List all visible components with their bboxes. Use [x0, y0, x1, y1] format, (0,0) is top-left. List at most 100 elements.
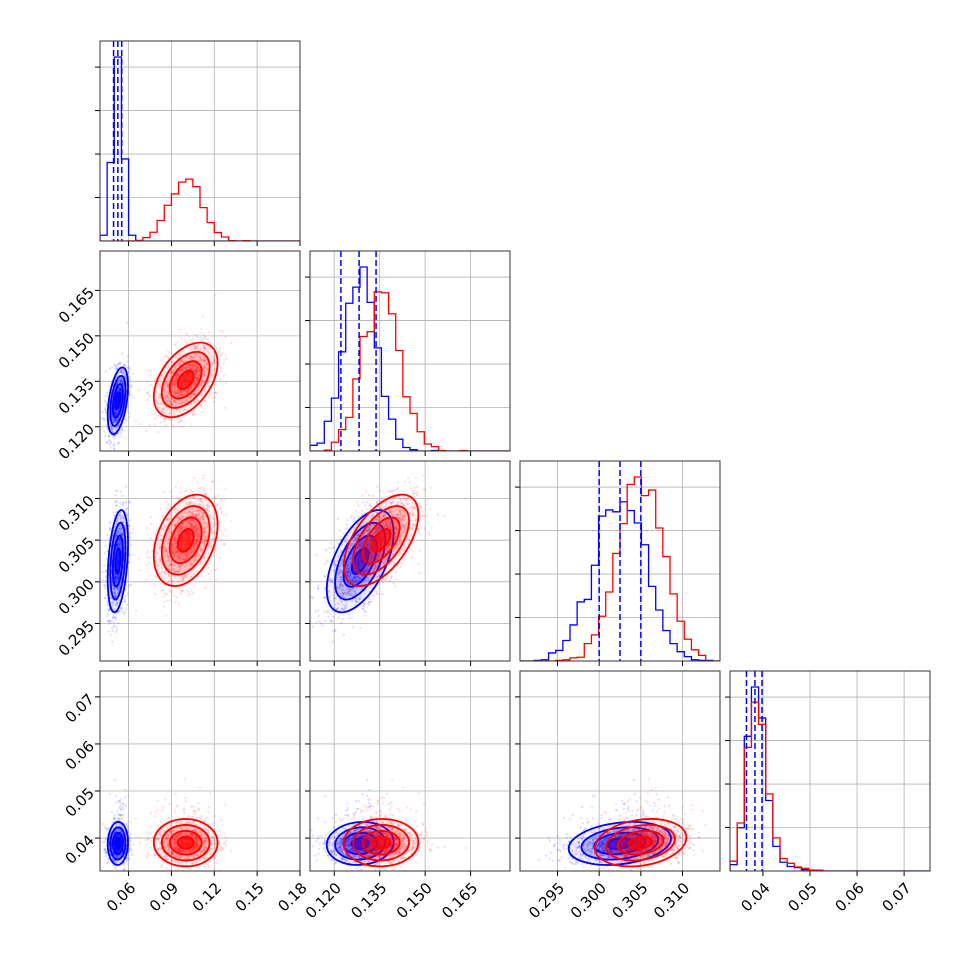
scatter-point — [116, 409, 119, 413]
scatter-point — [190, 524, 194, 527]
scatter-point — [104, 544, 107, 548]
scatter-point — [149, 515, 152, 518]
scatter-point — [194, 368, 197, 372]
scatter-point — [146, 391, 149, 394]
scatter-point — [114, 607, 117, 610]
scatter-point — [163, 592, 167, 595]
scatter-point — [184, 367, 187, 370]
scatter-point — [187, 521, 190, 524]
scatter-point — [115, 410, 118, 413]
scatter-point — [201, 369, 205, 373]
scatter-point — [159, 383, 162, 386]
scatter-point — [174, 355, 177, 359]
scatter-point — [211, 480, 214, 483]
scatter-point — [114, 533, 118, 537]
scatter-point — [170, 545, 174, 549]
scatter-point — [164, 524, 167, 527]
scatter-point — [191, 495, 195, 499]
scatter-point — [171, 579, 174, 583]
scatter-point — [145, 525, 149, 528]
scatter-point — [109, 441, 113, 444]
scatter-point — [116, 543, 120, 546]
scatter-point — [191, 491, 194, 494]
scatter-point — [104, 579, 108, 583]
scatter-point — [163, 386, 167, 389]
scatter-point — [184, 390, 187, 393]
scatter-point — [166, 519, 170, 523]
scatter-point — [114, 412, 118, 415]
scatter-point — [113, 421, 116, 424]
scatter-point — [203, 399, 207, 403]
scatter-point — [193, 545, 196, 548]
scatter-point — [194, 377, 197, 380]
scatter-point — [159, 422, 162, 425]
scatter-point — [115, 519, 118, 523]
scatter-point — [138, 422, 142, 426]
scatter-point — [119, 517, 123, 521]
scatter-point — [117, 537, 121, 540]
scatter-point — [179, 354, 182, 357]
scatter-point — [129, 384, 132, 387]
scatter-point — [147, 393, 150, 396]
scatter-point — [172, 543, 175, 546]
scatter-point — [211, 532, 215, 535]
scatter-point — [115, 367, 119, 371]
scatter-point — [203, 489, 207, 493]
scatter-point — [115, 426, 118, 429]
scatter-point — [193, 549, 196, 552]
scatter-point — [172, 381, 175, 385]
scatter-point — [119, 542, 122, 546]
scatter-point — [207, 338, 210, 341]
scatter-point — [199, 498, 203, 501]
scatter-point — [172, 537, 175, 540]
scatter-point — [154, 593, 157, 596]
scatter-point — [175, 555, 179, 558]
scatter-point — [204, 536, 207, 540]
scatter-point — [189, 575, 193, 579]
scatter-point — [161, 407, 164, 411]
scatter-point — [125, 500, 128, 503]
scatter-point — [193, 527, 197, 530]
scatter-point — [166, 386, 170, 389]
scatter-point — [112, 601, 115, 605]
scatter-point — [169, 410, 172, 413]
scatter-point — [117, 601, 120, 605]
scatter-point — [190, 563, 193, 566]
scatter-point — [107, 435, 111, 439]
scatter-point — [171, 580, 174, 583]
scatter-point — [174, 400, 177, 403]
scatter-point — [101, 410, 105, 414]
scatter-point — [196, 369, 199, 372]
scatter-point — [197, 366, 200, 370]
scatter-point — [171, 381, 174, 384]
scatter-point — [128, 524, 131, 528]
scatter-point — [130, 531, 134, 534]
scatter-point — [175, 376, 179, 379]
scatter-point — [121, 380, 124, 383]
scatter-point — [114, 575, 118, 579]
scatter-point — [163, 549, 166, 552]
scatter-point — [203, 542, 206, 545]
scatter-point — [106, 603, 109, 606]
scatter-point — [127, 366, 130, 369]
scatter-point — [120, 352, 124, 355]
scatter-point — [186, 388, 190, 392]
scatter-point — [203, 531, 206, 534]
scatter-point — [165, 424, 168, 427]
scatter-point — [186, 391, 189, 395]
scatter-point — [171, 371, 175, 374]
scatter-point — [103, 419, 106, 422]
scatter-point — [107, 619, 111, 622]
scatter-point — [107, 620, 110, 623]
scatter-point — [113, 575, 117, 578]
scatter-point — [112, 418, 116, 421]
scatter-point — [207, 552, 210, 555]
scatter-point — [202, 542, 206, 545]
scatter-point — [113, 448, 116, 451]
scatter-point — [186, 391, 190, 395]
scatter-point — [203, 531, 206, 534]
scatter-point — [172, 399, 175, 403]
scatter-point — [203, 556, 206, 559]
scatter-point — [175, 536, 179, 540]
scatter-point — [193, 369, 197, 372]
